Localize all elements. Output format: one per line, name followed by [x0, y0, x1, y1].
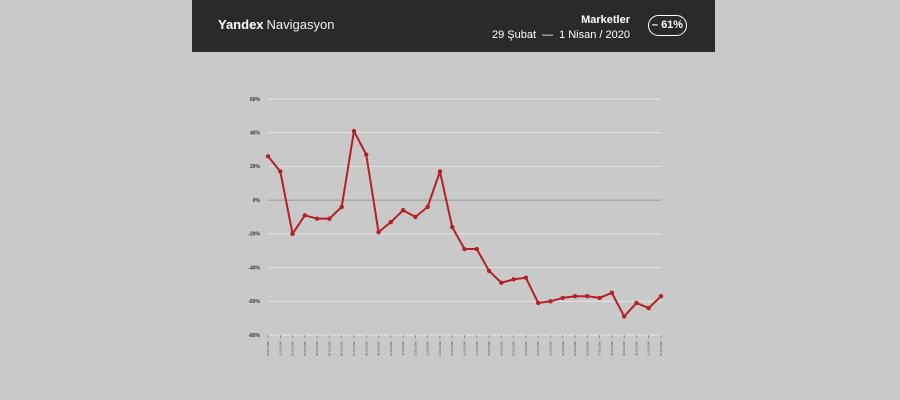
- x-tick-label: 23.03.2020: [548, 341, 552, 356]
- data-point: [290, 231, 295, 237]
- data-point: [314, 216, 320, 221]
- x-tick-label: 13.03.2020: [426, 341, 430, 356]
- data-point: [548, 299, 553, 304]
- change-badge: – 61%: [648, 15, 687, 36]
- data-point: [364, 152, 369, 157]
- x-tick-label: 12.03.2020: [413, 341, 417, 356]
- data-point: [351, 128, 357, 134]
- x-tick-label: 15.03.2020: [450, 341, 454, 356]
- x-tick-label: 04.03.2020: [315, 341, 319, 356]
- x-tick-label: 08.03.2020: [364, 341, 368, 356]
- data-point: [302, 213, 308, 218]
- data-point: [278, 169, 283, 174]
- brand-logo: Yandex Navigasyon: [218, 17, 334, 32]
- x-tick-label: 16.03.2020: [463, 341, 467, 356]
- y-tick-label: 0%: [253, 198, 261, 204]
- x-tick-label: 11.03.2020: [401, 341, 405, 356]
- y-axis-labels: -80% -60% -40% -20% 0% 20% 40% 60%: [248, 97, 260, 339]
- category-title: Marketler: [581, 14, 630, 26]
- x-tick-label: 07.03.2020: [352, 341, 356, 356]
- y-tick-label: 20%: [250, 164, 261, 170]
- data-point: [572, 294, 578, 299]
- x-tick-label: 31.03.2020: [647, 341, 651, 356]
- x-tick-label: 18.03.2020: [487, 341, 491, 356]
- x-axis-labels: 29.02.2020 01.03.2020 02.03.2020 03.03.2020…: [266, 335, 663, 356]
- header-bar: Yandex Navigasyon Marketler 29 Şubat — 1 Ni…: [192, 0, 715, 52]
- data-point: [327, 216, 332, 221]
- x-tick-label: 26.03.2020: [585, 341, 589, 356]
- data-point: [339, 204, 344, 210]
- brand-name: Yandex: [218, 17, 264, 32]
- date-end: 1 Nisan / 2020: [559, 29, 630, 41]
- data-point: [634, 300, 639, 306]
- date-separator: —: [542, 29, 554, 41]
- data-point: [597, 295, 602, 301]
- data-point: [400, 208, 406, 213]
- x-tick-label: 29.02.2020: [266, 341, 270, 356]
- data-point: [585, 294, 590, 299]
- x-tick-label: 25.03.2020: [573, 341, 577, 356]
- x-tick-label: 09.03.2020: [377, 341, 381, 356]
- data-point: [523, 275, 529, 280]
- data-point: [499, 280, 504, 285]
- x-tick-label: 01.04.2020: [659, 341, 663, 356]
- chart-series: [265, 128, 664, 319]
- data-point: [486, 268, 492, 274]
- data-point: [658, 294, 664, 299]
- y-tick-label: -60%: [248, 299, 260, 305]
- x-tick-label: 24.03.2020: [561, 341, 565, 356]
- series-line: [267, 130, 662, 318]
- chart-grid: [268, 98, 661, 336]
- x-tick-label: 20.03.2020: [512, 341, 516, 356]
- data-point: [474, 246, 479, 252]
- date-range: 29 Şubat — 1 Nisan / 2020: [492, 28, 630, 42]
- y-tick-label: -20%: [248, 232, 260, 238]
- data-point: [462, 246, 467, 252]
- x-tick-label: 05.03.2020: [327, 341, 331, 356]
- data-point: [450, 224, 455, 230]
- data-point: [621, 314, 627, 319]
- x-tick-label: 17.03.2020: [475, 341, 479, 356]
- y-tick-label: 40%: [250, 131, 261, 137]
- y-tick-label: -40%: [248, 265, 260, 271]
- y-tick-label: 60%: [250, 97, 261, 103]
- y-tick-label: -80%: [248, 333, 260, 339]
- header-info: Marketler 29 Şubat — 1 Nisan / 2020: [492, 13, 630, 42]
- data-point: [437, 169, 443, 174]
- x-tick-label: 19.03.2020: [499, 341, 503, 356]
- x-tick-label: 21.03.2020: [524, 341, 528, 356]
- x-tick-label: 29.03.2020: [622, 341, 626, 356]
- x-tick-label: 10.03.2020: [389, 341, 393, 356]
- date-start: 29 Şubat: [492, 29, 537, 41]
- x-tick-label: 22.03.2020: [536, 341, 540, 356]
- x-tick-label: 30.03.2020: [634, 341, 638, 356]
- x-tick-label: 27.03.2020: [598, 341, 602, 356]
- x-tick-label: 01.03.2020: [278, 341, 282, 356]
- data-point: [646, 305, 651, 311]
- data-point: [413, 214, 418, 220]
- data-point: [609, 290, 615, 296]
- brand-product: Navigasyon: [266, 17, 335, 32]
- x-tick-label: 28.03.2020: [610, 341, 614, 356]
- data-point: [511, 277, 516, 282]
- data-point: [388, 219, 394, 225]
- x-tick-label: 14.03.2020: [438, 341, 442, 356]
- data-point: [265, 154, 271, 159]
- x-tick-label: 03.03.2020: [303, 341, 307, 356]
- x-tick-label: 02.03.2020: [291, 341, 295, 356]
- x-tick-label: 06.03.2020: [340, 341, 344, 356]
- data-point: [560, 295, 565, 301]
- data-point: [376, 229, 381, 235]
- data-point: [535, 300, 541, 306]
- data-point: [425, 204, 430, 210]
